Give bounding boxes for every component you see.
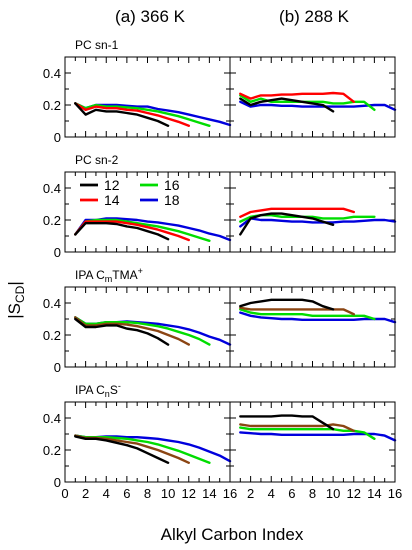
x-tick-label: 6 [288,486,295,501]
y-tick-label: 0 [54,245,61,260]
column-title-b: (b) 288 K [279,7,350,26]
x-tick-label: 16 [388,486,402,501]
y-tick-label: 0.2 [43,443,61,458]
row-label-text: PC sn-1 [75,38,119,52]
x-tick-label: 8 [144,486,151,501]
column-title-a: (a) 366 K [115,7,186,26]
series-line [74,218,211,243]
y-tick-label: 0.4 [43,181,61,196]
series-line [74,317,170,346]
panel-r2-c2 [229,171,397,253]
y-tick-label: 0.2 [43,328,61,343]
x-tick-label: 6 [123,486,130,501]
series-line [239,311,397,324]
panel-r2-c1: 0 0.2 0.4 [43,171,232,260]
y-axis-title-sub: CD [13,285,27,303]
row-label-sub: m [105,274,113,284]
y-tick-label: 0.2 [43,98,61,113]
x-tick-label: 14 [202,486,216,501]
row-label-3: IPA CmTMA+ [75,266,143,284]
series-line [239,414,335,431]
x-tick-label: 2 [247,486,254,501]
series-line [239,91,355,104]
x-tick-label: 16 [223,486,237,501]
legend-label: 14 [104,192,120,208]
series-line [239,308,376,321]
x-axis-title: Alkyl Carbon Index [161,525,304,544]
row-label-sup: - [118,381,121,391]
panel-r3-c1: 0 0.2 0.4 [43,286,232,375]
y-axis-title: |SCD| [5,281,27,319]
series-line [74,102,211,128]
y-tick-label: 0 [54,130,61,145]
series-line [74,435,170,464]
row-label-tail: S [110,383,118,397]
panel-frame [229,56,396,138]
series-line [239,207,355,219]
panel-frame [229,171,396,253]
panel-r3-c2 [229,286,397,368]
row-label-2: PC sn-2 [75,153,119,167]
series-line [239,298,335,311]
panel-r4-c2: 2 4 6 8 10 12 14 16 [229,401,402,501]
x-tick-label: 4 [268,486,275,501]
series-line [239,423,355,432]
series-line [239,217,397,228]
series-line [239,431,397,442]
row-label-text: PC sn-2 [75,153,119,167]
panel-r4-c1: 00.20.40 2 4 6 8 10 12 14 16 [43,401,237,501]
x-tick-label: 14 [367,486,381,501]
series-line [74,102,191,128]
x-tick-label: 10 [326,486,340,501]
row-label-text: IPA C [75,268,105,282]
panel-frame [229,401,396,483]
series-line [74,316,191,346]
y-tick-label: 0.4 [43,411,61,426]
panel-frame [229,286,396,368]
x-tick-label: 4 [103,486,110,501]
row-label-text: IPA C [75,383,105,397]
series-line [74,220,191,242]
row-label-4: IPA CnS- [75,381,121,399]
legend-label: 16 [164,177,180,193]
y-tick-label: 0 [54,360,61,375]
panel-r1-c1: 0 0.2 0.4 [43,56,232,145]
x-tick-label: 12 [347,486,361,501]
x-tick-label: 12 [182,486,196,501]
x-tick-label: 8 [309,486,316,501]
row-label-tail: TMA [112,268,137,282]
legend-label: 12 [104,177,120,193]
x-tick-label: 2 [82,486,89,501]
row-label-1: PC sn-1 [75,38,119,52]
legend-label: 18 [164,192,180,208]
y-tick-label: 0.4 [43,296,61,311]
row-label-sub: n [105,389,110,399]
series-line [74,102,170,128]
x-tick-label: 10 [161,486,175,501]
series-line [74,221,170,241]
y-tick-label: 0.2 [43,213,61,228]
y-axis-title-tail: | [5,281,24,285]
series-line [239,306,355,316]
y-tick-label: 0.4 [43,66,61,81]
series-line [74,316,211,346]
x-tick-label: 0 [61,486,68,501]
row-label-sup: + [138,266,143,276]
series-line [239,212,335,236]
y-axis-title-main: |S [5,303,24,319]
y-tick-label: 0 [54,475,61,490]
panel-r1-c2 [229,56,397,138]
series-line [239,97,335,113]
